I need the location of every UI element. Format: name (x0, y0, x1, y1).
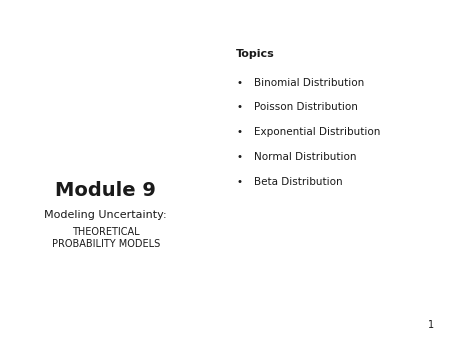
Text: Module 9: Module 9 (55, 182, 156, 200)
Text: •: • (236, 102, 242, 113)
Text: Beta Distribution: Beta Distribution (254, 176, 343, 187)
Text: Poisson Distribution: Poisson Distribution (254, 102, 358, 113)
Text: Binomial Distribution: Binomial Distribution (254, 78, 364, 88)
Text: Modeling Uncertainty:: Modeling Uncertainty: (45, 210, 167, 220)
Text: •: • (236, 152, 242, 162)
Text: Exponential Distribution: Exponential Distribution (254, 127, 381, 137)
Text: THEORETICAL
PROBABILITY MODELS: THEORETICAL PROBABILITY MODELS (52, 227, 160, 249)
Text: •: • (236, 127, 242, 137)
Text: 1: 1 (428, 319, 434, 330)
Text: Topics: Topics (236, 49, 275, 59)
Text: Normal Distribution: Normal Distribution (254, 152, 357, 162)
Text: •: • (236, 176, 242, 187)
Text: •: • (236, 78, 242, 88)
